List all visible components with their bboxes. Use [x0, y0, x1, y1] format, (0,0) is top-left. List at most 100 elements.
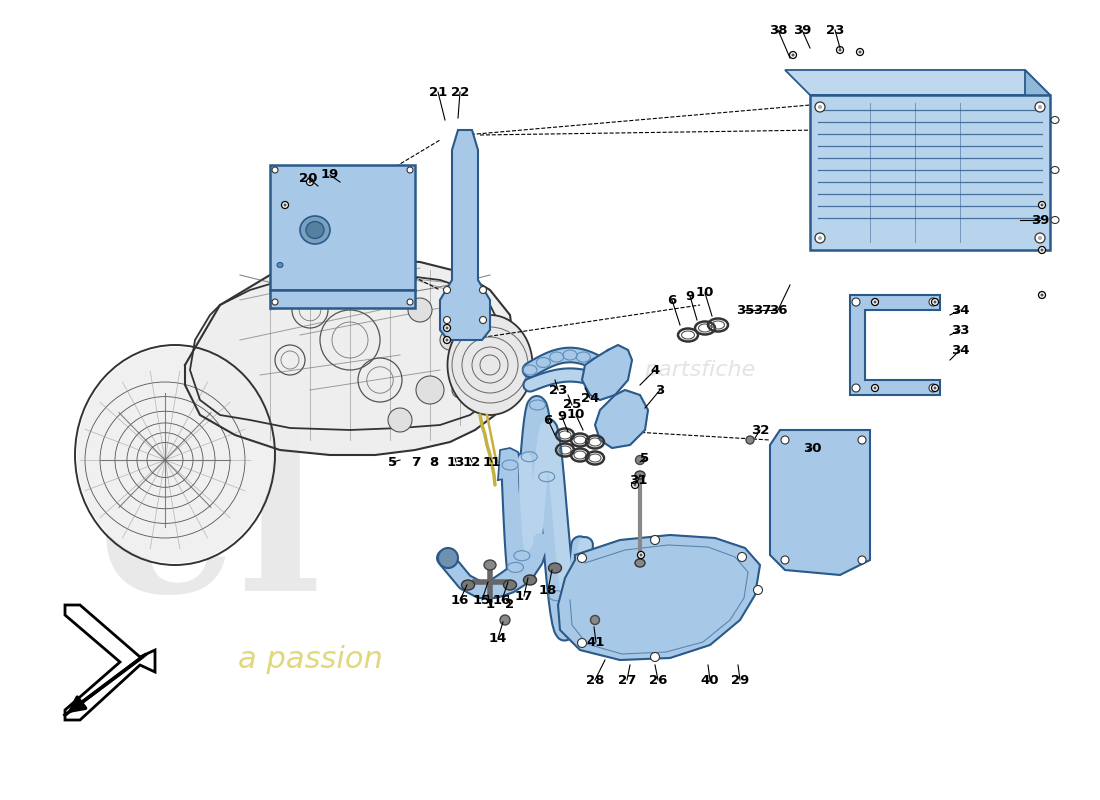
Ellipse shape [790, 51, 796, 58]
Text: 17: 17 [515, 590, 534, 602]
Polygon shape [850, 295, 940, 395]
Ellipse shape [284, 203, 286, 206]
Ellipse shape [443, 325, 451, 331]
Ellipse shape [858, 436, 866, 444]
Text: 38: 38 [769, 23, 788, 37]
Ellipse shape [77, 347, 273, 563]
Ellipse shape [930, 384, 937, 392]
Ellipse shape [650, 535, 660, 545]
Text: 23: 23 [549, 383, 568, 397]
Text: 32: 32 [751, 423, 769, 437]
Ellipse shape [452, 382, 468, 398]
Text: 31: 31 [629, 474, 647, 486]
Text: 8: 8 [429, 455, 439, 469]
Ellipse shape [930, 298, 937, 306]
Ellipse shape [635, 559, 645, 567]
Ellipse shape [300, 216, 330, 244]
Ellipse shape [506, 470, 518, 480]
Ellipse shape [443, 337, 451, 343]
Text: 23: 23 [826, 23, 844, 37]
Ellipse shape [857, 49, 864, 55]
Text: 19: 19 [321, 169, 339, 182]
Text: 37: 37 [752, 303, 771, 317]
Ellipse shape [1050, 166, 1059, 174]
Text: 16: 16 [451, 594, 470, 606]
Ellipse shape [443, 286, 451, 294]
Ellipse shape [440, 330, 460, 350]
Text: 25: 25 [563, 398, 581, 411]
Ellipse shape [448, 315, 532, 415]
Ellipse shape [1038, 202, 1045, 209]
Ellipse shape [634, 483, 637, 486]
Text: 34: 34 [950, 343, 969, 357]
Polygon shape [440, 130, 490, 340]
Ellipse shape [578, 554, 586, 562]
Text: 40: 40 [701, 674, 719, 686]
Text: 10: 10 [696, 286, 714, 299]
Ellipse shape [578, 638, 586, 647]
Ellipse shape [438, 548, 458, 568]
Polygon shape [190, 272, 505, 430]
Text: 6: 6 [543, 414, 552, 426]
Ellipse shape [852, 298, 860, 306]
Text: a passion: a passion [238, 646, 383, 674]
Ellipse shape [480, 317, 486, 323]
Ellipse shape [636, 455, 645, 465]
Ellipse shape [1041, 294, 1044, 297]
Text: 16: 16 [493, 594, 512, 606]
Text: 3: 3 [656, 383, 664, 397]
Ellipse shape [873, 386, 877, 390]
Text: 9: 9 [558, 410, 566, 423]
Ellipse shape [934, 386, 936, 390]
Text: 41: 41 [586, 635, 605, 649]
Text: 39: 39 [1031, 214, 1049, 226]
Ellipse shape [416, 376, 444, 404]
Ellipse shape [792, 54, 794, 57]
Text: el: el [97, 422, 323, 638]
Ellipse shape [549, 563, 561, 573]
Polygon shape [1025, 70, 1050, 250]
Ellipse shape [484, 560, 496, 570]
Ellipse shape [1038, 291, 1045, 298]
Ellipse shape [781, 556, 789, 564]
Ellipse shape [838, 49, 842, 51]
Ellipse shape [815, 102, 825, 112]
Ellipse shape [1035, 102, 1045, 112]
Ellipse shape [818, 236, 822, 240]
Ellipse shape [1038, 246, 1045, 254]
Ellipse shape [737, 553, 747, 562]
Ellipse shape [500, 615, 510, 625]
Ellipse shape [932, 298, 938, 306]
Ellipse shape [282, 202, 288, 209]
Text: 39: 39 [793, 23, 811, 37]
Ellipse shape [504, 580, 517, 590]
Text: 4: 4 [650, 363, 660, 377]
Ellipse shape [871, 385, 879, 391]
Text: 36: 36 [769, 303, 788, 317]
Ellipse shape [446, 326, 449, 330]
Ellipse shape [1035, 233, 1045, 243]
Ellipse shape [638, 551, 645, 558]
FancyBboxPatch shape [270, 165, 415, 290]
Ellipse shape [858, 50, 861, 54]
Ellipse shape [836, 46, 844, 54]
Ellipse shape [480, 286, 486, 294]
Ellipse shape [746, 436, 754, 444]
Text: 22: 22 [451, 86, 469, 98]
Ellipse shape [408, 298, 432, 322]
Text: 14: 14 [488, 631, 507, 645]
Ellipse shape [1041, 249, 1044, 251]
FancyBboxPatch shape [270, 290, 415, 308]
Text: 1: 1 [485, 598, 495, 611]
Ellipse shape [446, 338, 449, 342]
Text: 29: 29 [730, 674, 749, 686]
Ellipse shape [818, 105, 822, 109]
Text: 27: 27 [618, 674, 636, 686]
Ellipse shape [306, 222, 324, 238]
Polygon shape [498, 448, 520, 480]
Ellipse shape [277, 262, 283, 267]
Ellipse shape [407, 299, 412, 305]
Ellipse shape [639, 554, 642, 557]
Text: 7: 7 [411, 455, 420, 469]
Polygon shape [770, 430, 870, 575]
